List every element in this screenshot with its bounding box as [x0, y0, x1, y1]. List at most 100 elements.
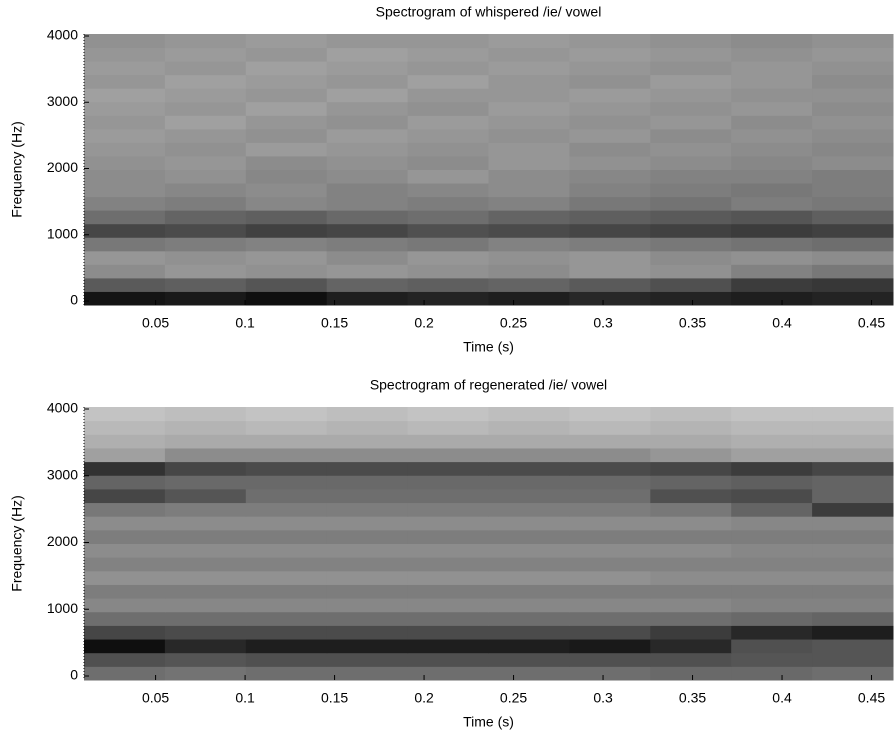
heatmap-cell — [812, 611, 894, 626]
heatmap-cell — [812, 196, 894, 211]
y-axis-label: Frequency (Hz) — [9, 495, 25, 591]
heatmap-cell — [812, 74, 894, 89]
heatmap-cell — [488, 169, 570, 184]
heatmap-cell — [569, 557, 651, 572]
heatmap-cell — [812, 128, 894, 143]
heatmap-cell — [245, 277, 328, 292]
heatmap-cell — [164, 169, 247, 184]
heatmap-cell — [812, 557, 894, 572]
heatmap-cell — [650, 88, 732, 103]
heatmap-cell — [245, 237, 328, 252]
heatmap-cell — [245, 666, 328, 681]
heatmap-cell — [488, 291, 570, 306]
heatmap-cell — [84, 34, 166, 49]
heatmap-cell — [731, 210, 813, 225]
heatmap-cell — [245, 639, 328, 654]
heatmap-cell — [326, 34, 409, 49]
heatmap-cell — [326, 420, 409, 435]
heatmap-cell — [731, 420, 813, 435]
heatmap-cell — [650, 447, 732, 463]
heatmap-cell — [488, 196, 570, 211]
heatmap-cell — [84, 155, 166, 170]
heatmap-cell — [731, 196, 813, 211]
heatmap-cell — [326, 264, 409, 279]
heatmap-cell — [488, 142, 570, 157]
heatmap-cell — [326, 652, 409, 667]
x-tick-label: 0.2 — [414, 690, 434, 706]
heatmap-cell — [569, 502, 651, 517]
heatmap-cell — [407, 529, 489, 544]
heatmap-cell — [488, 264, 570, 279]
heatmap-cell — [650, 169, 732, 184]
heatmap-cell — [650, 34, 732, 49]
heatmap-cell — [326, 183, 409, 198]
heatmap-cell — [245, 584, 328, 599]
heatmap-cell — [488, 639, 570, 654]
heatmap-cell — [569, 639, 651, 654]
heatmap-cell — [650, 277, 732, 292]
heatmap-cell — [731, 625, 813, 640]
heatmap-cell — [812, 210, 894, 225]
heatmap-cell — [812, 277, 894, 292]
heatmap-cell — [731, 557, 813, 572]
heatmap-cell — [245, 183, 328, 198]
heatmap-cell — [569, 666, 651, 681]
heatmap-cell — [407, 142, 489, 157]
heatmap-cell — [84, 115, 166, 130]
heatmap-cell — [164, 461, 247, 476]
heatmap-cell — [569, 625, 651, 640]
chart-title: Spectrogram of regenerated /ie/ vowel — [370, 377, 607, 393]
heatmap-cell — [650, 420, 732, 435]
heatmap-cell — [812, 250, 894, 265]
heatmap-cell — [245, 74, 328, 89]
heatmap-cell — [569, 447, 651, 463]
x-tick-label: 0.3 — [593, 315, 613, 331]
heatmap-cell — [488, 223, 570, 238]
heatmap-cell — [569, 264, 651, 279]
heatmap-cell — [245, 598, 328, 613]
heatmap-cell — [812, 502, 894, 517]
heatmap-cell — [812, 475, 894, 490]
heatmap-cell — [569, 291, 651, 306]
heatmap-cell — [326, 101, 409, 116]
heatmap-cell — [569, 61, 651, 76]
heatmap-cell — [407, 250, 489, 265]
heatmap-cell — [84, 516, 166, 531]
y-tick-label: 2000 — [47, 159, 78, 175]
heatmap-cell — [407, 277, 489, 292]
heatmap-cell — [407, 196, 489, 211]
heatmap-cell — [164, 250, 247, 265]
heatmap-cell — [245, 543, 328, 558]
heatmap-cell — [812, 598, 894, 613]
heatmap-cell — [407, 666, 489, 681]
heatmap-cell — [326, 461, 409, 476]
heatmap-cell — [164, 543, 247, 558]
heatmap-cell — [569, 115, 651, 130]
heatmap-cell — [164, 475, 247, 490]
heatmap-cell — [488, 516, 570, 531]
heatmap-cell — [84, 475, 166, 490]
heatmap-cell — [569, 584, 651, 599]
heatmap-cell — [407, 128, 489, 143]
heatmap-cell — [569, 598, 651, 613]
heatmap-cell — [326, 584, 409, 599]
heatmap-cell — [812, 584, 894, 599]
heatmap-cell — [164, 447, 247, 463]
heatmap-cell — [407, 516, 489, 531]
heatmap-cell — [569, 183, 651, 198]
heatmap-cell — [650, 666, 732, 681]
x-tick-label: 0.05 — [142, 315, 169, 331]
heatmap-cell — [164, 196, 247, 211]
heatmap-cell — [164, 529, 247, 544]
heatmap-cell — [164, 557, 247, 572]
heatmap-cell — [812, 237, 894, 252]
x-tick-label: 0.1 — [235, 315, 255, 331]
heatmap-cell — [326, 61, 409, 76]
heatmap-cell — [650, 461, 732, 476]
heatmap-cell — [407, 584, 489, 599]
heatmap-cell — [84, 625, 166, 640]
heatmap-cell — [488, 611, 570, 626]
heatmap-cell — [84, 407, 166, 422]
y-axis-label: Frequency (Hz) — [9, 121, 25, 217]
